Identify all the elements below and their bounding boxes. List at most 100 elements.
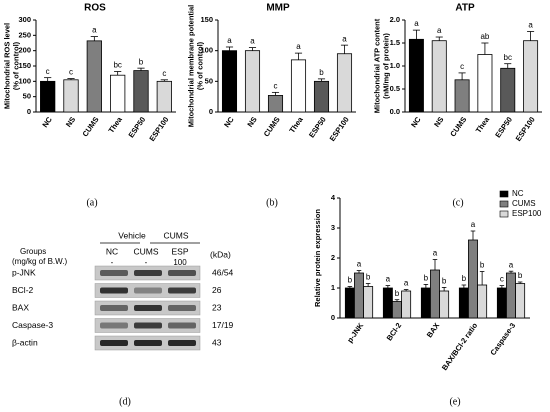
blot-column: NC	[106, 246, 118, 256]
chart-title: MMP	[266, 3, 290, 14]
chart-title: ROS	[84, 3, 106, 14]
blot-band	[168, 305, 196, 311]
blot-kda: 46/54	[212, 267, 234, 277]
y-tick-label: 2	[331, 253, 335, 262]
x-tick-label: CUMS	[262, 115, 282, 138]
x-tick-label: p-JNK	[345, 321, 365, 345]
blot-dose: -	[145, 258, 148, 267]
bar	[496, 287, 507, 319]
chart-title: ATP	[455, 3, 475, 14]
x-tick-label: ESP100	[514, 115, 537, 143]
legend-swatch	[499, 190, 509, 198]
blot-band	[100, 322, 128, 329]
bar	[506, 272, 516, 319]
y-axis-label: Relative protein expression	[313, 209, 322, 307]
y-axis-label: Mitochondrial membrane potential	[186, 5, 195, 128]
blot-kda: 23	[212, 302, 222, 312]
panel-label: (b)	[266, 197, 278, 208]
x-tick-label: NS	[432, 115, 445, 129]
blot-row-label: BAX	[12, 302, 29, 312]
x-tick-label: CUMS	[81, 115, 101, 138]
significance-letter: b	[366, 273, 371, 282]
blot-groups: (mg/kg of B.W.)	[12, 257, 67, 266]
significance-letter: c	[46, 67, 50, 76]
significance-letter: c	[500, 275, 504, 284]
significance-letter: a	[250, 37, 255, 46]
bar	[313, 80, 330, 113]
legend-label: CUMS	[512, 199, 536, 208]
y-tick-label: 2.0	[390, 15, 400, 24]
western-blot: Vehicle CUMS Groups (mg/kg of B.W.) NC C…	[12, 230, 231, 267]
blot-band	[100, 305, 128, 311]
x-tick-label: ESP50	[307, 115, 328, 139]
x-tick-label: NC	[40, 115, 54, 130]
significance-letter: b	[395, 289, 400, 298]
bar	[401, 290, 412, 319]
x-tick-label: ESP50	[126, 115, 147, 139]
bar	[86, 40, 102, 113]
blot-band	[134, 340, 162, 346]
y-tick-label: 150	[200, 15, 213, 24]
x-tick-label: Thea	[107, 114, 125, 134]
significance-letter: b	[139, 57, 144, 66]
blot-kda: 26	[212, 285, 222, 295]
y-tick-label: 1	[331, 283, 335, 292]
panel-label: (a)	[86, 197, 97, 208]
x-tick-label: CUMS	[448, 115, 468, 138]
bar	[392, 301, 402, 319]
y-tick-label: 0	[27, 107, 31, 116]
bar	[454, 79, 470, 113]
y-axis-label: (nM/mg of protein)	[381, 33, 390, 99]
y-tick-label: 300	[18, 15, 31, 24]
x-tick-label: NC	[222, 115, 236, 130]
significance-letter: a	[227, 36, 232, 45]
bar	[336, 53, 353, 113]
x-tick-label: ESP100	[328, 115, 351, 143]
bar	[133, 70, 149, 113]
y-axis-label: Mitochondrial ATP content	[372, 18, 381, 113]
significance-letter: a	[471, 220, 476, 229]
blot-band	[100, 270, 128, 276]
significance-letter: a	[433, 249, 438, 258]
x-tick-label: ESP100	[147, 115, 170, 143]
bar	[63, 79, 79, 113]
significance-letter: b	[480, 261, 485, 270]
significance-letter: b	[518, 271, 523, 280]
significance-letter: a	[404, 279, 409, 288]
blot-row-label: p-JNK	[12, 267, 36, 277]
blot-band	[168, 322, 196, 329]
significance-letter: b	[348, 276, 353, 285]
significance-letter: a	[357, 260, 362, 269]
y-tick-label: 150	[18, 61, 31, 70]
bar	[420, 287, 431, 319]
blot-band	[100, 287, 128, 294]
y-tick-label: 4	[331, 193, 336, 202]
significance-letter: c	[69, 68, 73, 77]
y-tick-label: 0.5	[390, 84, 400, 93]
blot-dose: -	[111, 258, 114, 267]
bar	[515, 283, 526, 319]
significance-letter: a	[414, 19, 419, 28]
significance-letter: a	[437, 26, 442, 35]
y-tick-label: 0	[331, 313, 335, 322]
x-tick-label: BCl-2	[385, 321, 404, 342]
bar	[431, 40, 447, 113]
significance-letter: a	[386, 275, 391, 284]
significance-letter: c	[274, 81, 278, 90]
legend-swatch	[499, 210, 509, 218]
bar	[458, 287, 469, 319]
blot-unit: (kDa)	[210, 249, 231, 259]
bar	[110, 74, 126, 113]
y-tick-label: 200	[18, 46, 31, 55]
x-tick-label: BAX	[425, 321, 441, 339]
blot-band	[168, 287, 196, 294]
blot-band	[134, 270, 162, 276]
y-tick-label: 0.0	[390, 107, 400, 116]
significance-letter: b	[462, 274, 467, 283]
y-axis-label: (% of control)	[11, 41, 20, 90]
bar	[468, 239, 478, 319]
bar	[430, 269, 440, 319]
x-tick-label: NC	[409, 115, 423, 130]
bar	[221, 50, 238, 113]
x-tick-label: BAX/BCl-2 ratio	[440, 321, 480, 372]
